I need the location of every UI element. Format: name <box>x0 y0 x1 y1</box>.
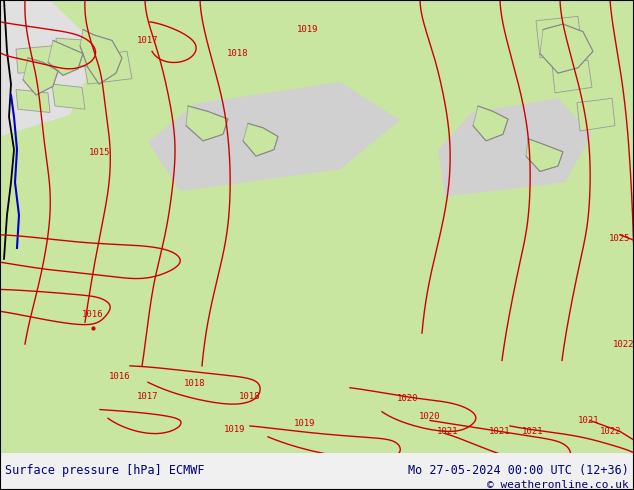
Polygon shape <box>473 106 508 141</box>
Polygon shape <box>186 106 228 141</box>
Polygon shape <box>148 82 400 191</box>
Polygon shape <box>438 98 592 196</box>
Text: 1016: 1016 <box>109 372 131 381</box>
Text: 1018: 1018 <box>239 392 261 401</box>
Polygon shape <box>536 16 582 58</box>
Text: 1021: 1021 <box>578 416 600 425</box>
Text: 1021: 1021 <box>489 427 511 436</box>
Text: 1017: 1017 <box>137 392 158 401</box>
Text: 1021: 1021 <box>522 427 544 436</box>
Text: 1018: 1018 <box>184 379 206 388</box>
Polygon shape <box>56 38 92 68</box>
Polygon shape <box>577 98 615 131</box>
Text: 1022: 1022 <box>613 340 634 348</box>
Text: 1015: 1015 <box>89 148 111 157</box>
Text: 1016: 1016 <box>82 310 104 319</box>
Text: 1025: 1025 <box>609 234 631 243</box>
Polygon shape <box>48 40 83 75</box>
Polygon shape <box>0 0 100 137</box>
Text: 1019: 1019 <box>297 25 319 34</box>
Text: 1018: 1018 <box>227 49 249 58</box>
Text: 1017: 1017 <box>137 36 158 45</box>
Text: Mo 27-05-2024 00:00 UTC (12+36): Mo 27-05-2024 00:00 UTC (12+36) <box>408 464 629 477</box>
Text: 1020: 1020 <box>419 412 441 420</box>
Polygon shape <box>16 90 50 113</box>
Polygon shape <box>52 84 85 109</box>
Text: 1022: 1022 <box>600 427 622 436</box>
Polygon shape <box>552 60 592 93</box>
Text: © weatheronline.co.uk: © weatheronline.co.uk <box>488 480 629 490</box>
Polygon shape <box>0 0 634 453</box>
Polygon shape <box>16 46 54 73</box>
Polygon shape <box>243 123 278 156</box>
Text: 1019: 1019 <box>294 419 316 428</box>
Polygon shape <box>80 29 122 84</box>
Text: Surface pressure [hPa] ECMWF: Surface pressure [hPa] ECMWF <box>5 464 205 477</box>
Text: 1019: 1019 <box>224 425 246 434</box>
Polygon shape <box>540 24 593 73</box>
Polygon shape <box>83 51 132 84</box>
Polygon shape <box>23 58 58 95</box>
Text: 1021: 1021 <box>437 427 459 436</box>
Text: 1020: 1020 <box>398 394 418 403</box>
Polygon shape <box>526 139 563 172</box>
